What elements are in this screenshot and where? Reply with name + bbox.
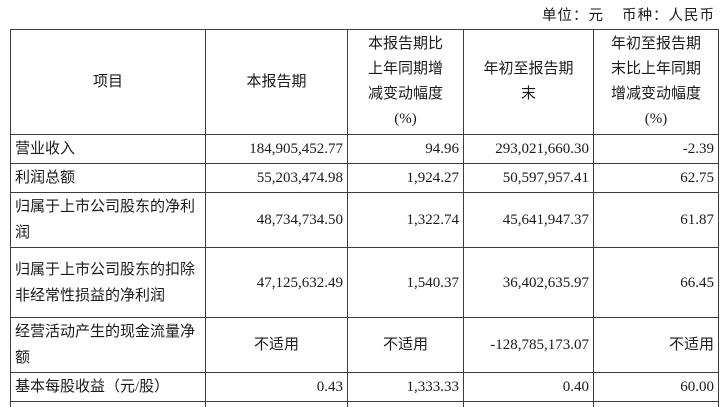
cell-period-change-pct: 1,322.74	[347, 192, 464, 248]
cell-ytd-change-pct: 不适用	[593, 317, 719, 373]
currency-label: 币种：人民币	[622, 8, 715, 24]
row-operating-cash-flow: 经营活动产生的现金流量净额 不适用 不适用 -128,785,173.07 不适…	[10, 317, 719, 373]
header-period-change-pct: 本报告期比上年同期增减变动幅度(%)	[347, 29, 464, 135]
row-label: 利润总额	[10, 163, 206, 193]
key-financials-table: 项目 本报告期 本报告期比上年同期增减变动幅度(%) 年初至报告期末 年初至报告…	[10, 29, 719, 407]
cell-current-period: 184,905,452.77	[205, 134, 348, 164]
cell-ytd-change-pct: 60.00	[593, 401, 719, 407]
cell-ytd: 45,641,947.37	[463, 192, 594, 248]
cell-ytd-change-pct: -2.39	[593, 134, 719, 164]
row-total-profit: 利润总额 55,203,474.98 1,924.27 50,597,957.4…	[10, 163, 719, 193]
cell-period-change-pct: 1,333.33	[347, 372, 464, 402]
unit-currency-line: 单位：元 币种：人民币	[0, 0, 723, 29]
header-item: 项目	[10, 29, 206, 135]
row-label: 稀释每股收益（元/股）	[10, 401, 206, 407]
cell-ytd: 36,402,635.97	[463, 247, 594, 318]
cell-current-period: 48,734,734.50	[205, 192, 348, 248]
table-header-row: 项目 本报告期 本报告期比上年同期增减变动幅度(%) 年初至报告期末 年初至报告…	[10, 29, 719, 135]
cell-ytd: 0.40	[463, 401, 594, 407]
header-ytd: 年初至报告期末	[463, 29, 594, 135]
row-diluted-eps: 稀释每股收益（元/股） 0.43 1,333.33 0.40 60.00	[10, 401, 719, 407]
cell-current-period: 0.43	[205, 372, 348, 402]
header-ytd-change-pct: 年初至报告期末比上年同期增减变动幅度(%)	[593, 29, 719, 135]
cell-period-change-pct: 94.96	[347, 134, 464, 164]
row-label: 经营活动产生的现金流量净额	[10, 317, 206, 373]
cell-ytd: 293,021,660.30	[463, 134, 594, 164]
row-net-profit-attributable: 归属于上市公司股东的净利润 48,734,734.50 1,322.74 45,…	[10, 192, 719, 248]
cell-ytd-change-pct: 60.00	[593, 372, 719, 402]
unit-label: 单位：元	[542, 8, 604, 24]
row-label: 营业收入	[10, 134, 206, 164]
row-operating-revenue: 营业收入 184,905,452.77 94.96 293,021,660.30…	[10, 134, 719, 164]
row-label: 归属于上市公司股东的扣除非经常性损益的净利润	[10, 247, 206, 318]
cell-period-change-pct: 不适用	[347, 317, 464, 373]
row-basic-eps: 基本每股收益（元/股） 0.43 1,333.33 0.40 60.00	[10, 372, 719, 402]
row-label: 归属于上市公司股东的净利润	[10, 192, 206, 248]
cell-ytd-change-pct: 61.87	[593, 192, 719, 248]
cell-ytd: 50,597,957.41	[463, 163, 594, 193]
cell-ytd: -128,785,173.07	[463, 317, 594, 373]
row-net-profit-excl-nonrecurring: 归属于上市公司股东的扣除非经常性损益的净利润 47,125,632.49 1,5…	[10, 247, 719, 318]
cell-current-period: 不适用	[205, 317, 348, 373]
header-current-period: 本报告期	[205, 29, 348, 135]
cell-period-change-pct: 1,540.37	[347, 247, 464, 318]
cell-period-change-pct: 1,924.27	[347, 163, 464, 193]
cell-period-change-pct: 1,333.33	[347, 401, 464, 407]
cell-ytd: 0.40	[463, 372, 594, 402]
cell-ytd-change-pct: 66.45	[593, 247, 719, 318]
row-label: 基本每股收益（元/股）	[10, 372, 206, 402]
cell-ytd-change-pct: 62.75	[593, 163, 719, 193]
cell-current-period: 47,125,632.49	[205, 247, 348, 318]
cell-current-period: 55,203,474.98	[205, 163, 348, 193]
cell-current-period: 0.43	[205, 401, 348, 407]
